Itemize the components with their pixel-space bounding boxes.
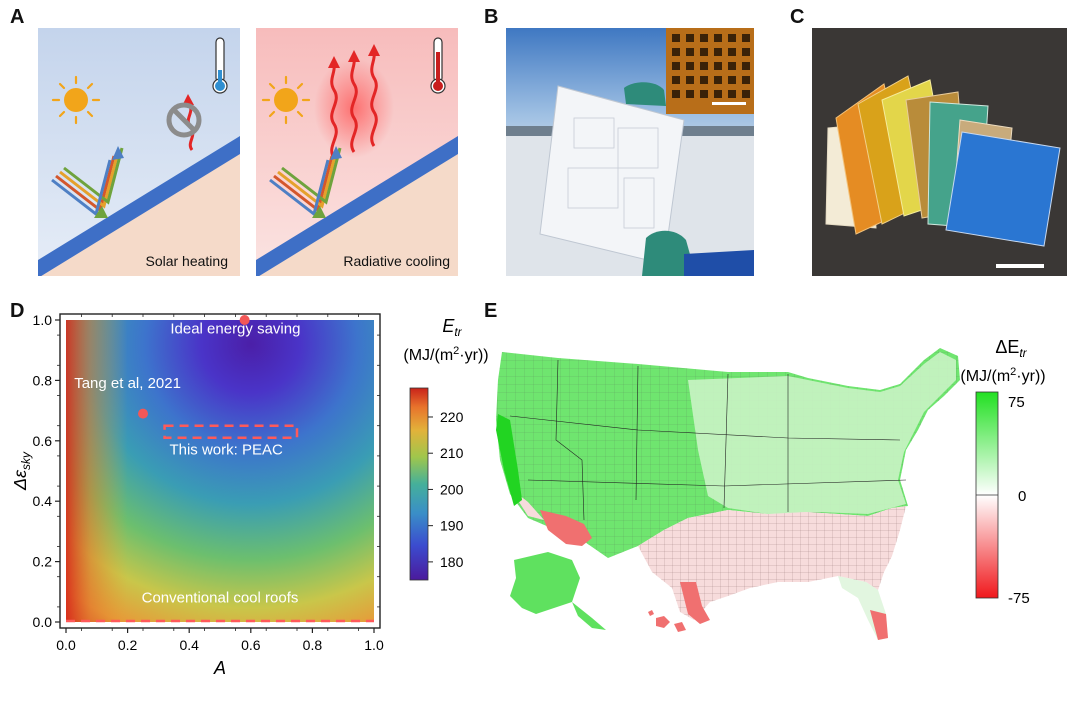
- x-tick-label: 0.0: [56, 637, 76, 653]
- colorbar-title: E: [442, 316, 455, 336]
- radiative-cooling-caption: Radiative cooling: [343, 253, 450, 269]
- plot-frame: [59, 313, 381, 629]
- colorbar-unit-suffix: ·yr)): [1016, 368, 1045, 385]
- x-tick-label: 1.0: [364, 637, 384, 653]
- x-tick-label: 0.8: [303, 637, 323, 653]
- x-axis-label: A: [213, 658, 226, 678]
- radiative-cooling-subpanel: Radiative cooling: [256, 28, 458, 276]
- thermometer-icon: [430, 37, 446, 94]
- colorbar-unit-sup: 2: [453, 345, 459, 357]
- colorbar-title-sub: tr: [454, 325, 462, 339]
- annotation-ideal: Ideal energy saving: [170, 321, 300, 338]
- panel-d-heatmap: 0.0 0.2 0.4 0.6 0.8 1.0 0.0 0.2 0.4 0.6 0.8 1.0 A Δεs…: [10, 312, 489, 678]
- sun-icon: [261, 75, 311, 125]
- colorbar-unit-sup: 2: [1010, 366, 1016, 378]
- colorbar-title: ΔE: [995, 337, 1019, 357]
- us-county-map-icon: [496, 348, 960, 640]
- panel-letter-b: B: [484, 6, 499, 28]
- colorbar-tick: 200: [440, 481, 464, 497]
- panel-letter-c: C: [790, 6, 805, 28]
- x-tick-label: 0.6: [241, 637, 261, 653]
- svg-text:(MJ/(m2·yr)): (MJ/(m2·yr)): [960, 366, 1045, 385]
- colorbar-tick: 75: [1008, 394, 1025, 411]
- svg-text:Etr: Etr: [442, 316, 462, 339]
- heatmap-overlay: [66, 320, 374, 622]
- thermometer-icon: [212, 37, 228, 94]
- panel-b-photo: [506, 28, 754, 276]
- colorbar-tick: 210: [440, 445, 464, 461]
- y-axis-label-main: Δε: [10, 469, 30, 491]
- y-tick-label: 0.8: [33, 372, 53, 388]
- scale-bar: [996, 264, 1044, 268]
- sunlight-arrows-icon: [51, 146, 124, 218]
- colorbar-tick: 190: [440, 518, 464, 534]
- colorbar-unit: (MJ/(m: [960, 368, 1010, 385]
- panel-letter-e: E: [484, 300, 498, 322]
- panel-letter-a: A: [10, 6, 25, 28]
- panel-a-schematic: Solar heating: [38, 28, 458, 276]
- colorbar-tick: -75: [1008, 590, 1030, 607]
- y-tick-label: 1.0: [33, 312, 53, 328]
- svg-text:(MJ/(m2·yr)): (MJ/(m2·yr)): [403, 345, 488, 364]
- solar-heating-subpanel: Solar heating: [38, 28, 240, 276]
- colorbar-tick: 220: [440, 409, 464, 425]
- y-tick-label: 0.2: [33, 554, 53, 570]
- colored-films-icon: [825, 75, 1061, 247]
- panel-letter-d: D: [10, 300, 25, 322]
- y-tick-label: 0.0: [33, 614, 53, 630]
- panel-d-colorbar: Etr (MJ/(m2·yr)) 220 210 200 190 180: [403, 316, 489, 581]
- region-this-work: [163, 424, 299, 440]
- colorbar-title-sub: tr: [1019, 346, 1027, 360]
- y-tick-label: 0.6: [33, 433, 53, 449]
- y-tick-label: 0.4: [33, 493, 53, 509]
- solar-heating-caption: Solar heating: [145, 253, 228, 269]
- panel-c-photo: [812, 28, 1067, 276]
- panel-e-colorbar: ΔEtr (MJ/(m2·yr)) 75 0 -75: [960, 337, 1045, 607]
- colorbar-unit-suffix: ·yr)): [459, 347, 488, 364]
- colorbar-tick: 180: [440, 554, 464, 570]
- point-ideal: [239, 315, 250, 325]
- svg-text:ΔEtr: ΔEtr: [995, 337, 1027, 360]
- colorbar-unit: (MJ/(m: [403, 347, 453, 364]
- annotation-cool-roofs: Conventional cool roofs: [142, 589, 299, 606]
- annotation-this-work: This work: PEAC: [169, 441, 283, 458]
- x-tick-label: 0.2: [118, 637, 138, 653]
- sun-icon: [51, 75, 101, 125]
- blocked-icon: [166, 94, 202, 151]
- x-tick-label: 0.4: [179, 637, 199, 653]
- colorbar-tick: 0: [1018, 488, 1026, 505]
- y-axis-label-sub: sky: [19, 451, 33, 470]
- micro-pattern-icon: [672, 34, 750, 98]
- heat-wave-icon: [314, 44, 394, 159]
- sunlight-arrows-icon: [269, 146, 342, 218]
- annotation-tang: Tang et al, 2021: [74, 375, 181, 392]
- y-axis-label: Δεsky: [10, 451, 33, 491]
- point-tang: [138, 408, 148, 419]
- panel-e-map: ΔEtr (MJ/(m2·yr)) 75 0 -75: [496, 337, 1046, 640]
